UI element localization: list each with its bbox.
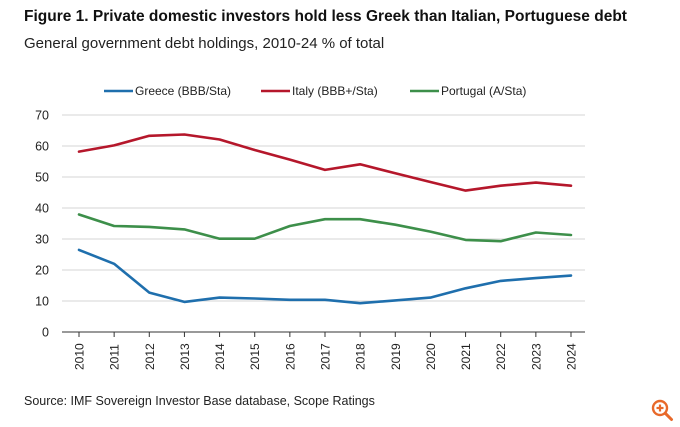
chart-title: Figure 1. Private domestic investors hol… [24, 8, 627, 25]
x-tick-label: 2016 [283, 343, 297, 370]
x-tick-label: 2020 [424, 343, 438, 370]
series-line-greece [77, 248, 573, 305]
legend-label: Portugal (A/Sta) [441, 84, 526, 98]
x-tick-label: 2013 [178, 343, 192, 370]
x-tick-label: 2014 [213, 343, 227, 370]
y-tick-label: 50 [35, 171, 49, 185]
x-tick-label: 2012 [143, 343, 157, 370]
y-tick-label: 70 [35, 109, 49, 123]
x-tick-label: 2018 [354, 343, 368, 370]
zoom-in-icon[interactable] [650, 398, 674, 422]
source-note: Source: IMF Sovereign Investor Base data… [24, 394, 375, 408]
x-tick-label: 2022 [494, 343, 508, 370]
x-tick-label: 2011 [108, 344, 122, 370]
y-tick-label: 30 [35, 233, 49, 247]
x-tick-label: 2021 [459, 343, 473, 370]
series-line-italy [77, 133, 573, 192]
x-tick-label: 2024 [565, 343, 579, 370]
x-tick-label: 2017 [319, 343, 333, 370]
x-tick-label: 2023 [529, 343, 543, 370]
x-tick-label: 2015 [248, 343, 262, 370]
y-tick-label: 40 [35, 202, 49, 216]
series-line-portugal [77, 213, 573, 243]
y-tick-label: 0 [42, 326, 49, 340]
y-tick-label: 20 [35, 264, 49, 278]
chart-subtitle: General government debt holdings, 2010-2… [24, 35, 385, 52]
legend-label: Greece (BBB/Sta) [135, 84, 231, 98]
y-tick-label: 60 [35, 140, 49, 154]
legend-label: Italy (BBB+/Sta) [292, 84, 378, 98]
x-tick-label: 2010 [73, 343, 87, 370]
x-tick-label: 2019 [389, 343, 403, 370]
y-tick-label: 10 [35, 295, 49, 309]
